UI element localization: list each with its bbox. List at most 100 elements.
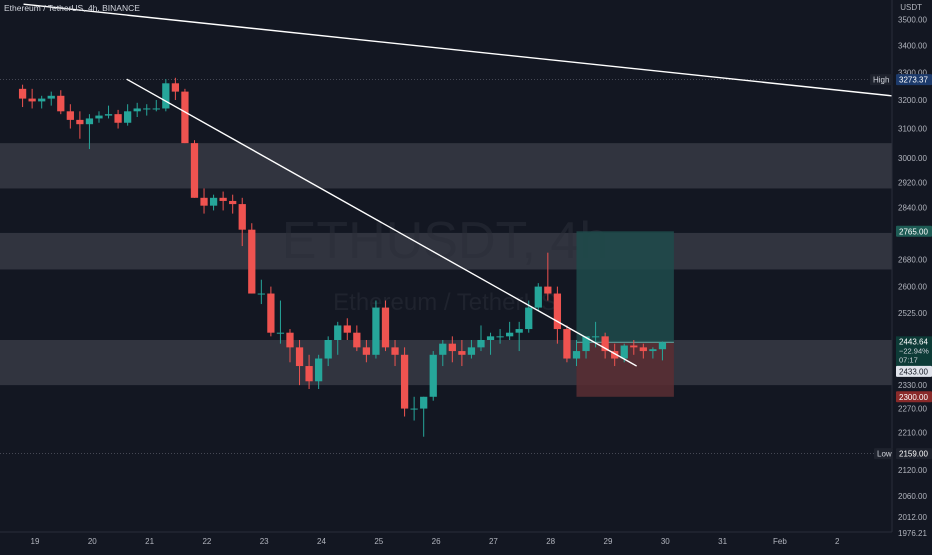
time-tick-label: 23 xyxy=(260,537,269,546)
price-unit: USDT xyxy=(900,3,922,12)
candle xyxy=(334,321,342,355)
high-tag: High xyxy=(873,76,889,85)
price-tick-label: 3500.00 xyxy=(898,15,927,24)
candle xyxy=(47,91,55,106)
price-tick-label: 3200.00 xyxy=(898,96,927,105)
high-value: 3273.37 xyxy=(899,76,928,85)
trendlines-layer[interactable] xyxy=(23,3,892,367)
candle xyxy=(133,102,141,118)
low-tag-bg xyxy=(874,448,893,460)
candle-body xyxy=(38,98,46,102)
candle-body xyxy=(525,307,533,330)
stop-value-bg xyxy=(896,391,932,403)
time-tick-label: 28 xyxy=(546,537,555,546)
time-tick-label: 25 xyxy=(374,537,383,546)
price-tick-label: 2210.00 xyxy=(898,429,927,438)
candle xyxy=(66,104,74,129)
candle-body xyxy=(534,286,542,308)
candle-body xyxy=(563,329,571,359)
time-tick-label: 26 xyxy=(432,537,441,546)
candle-body xyxy=(496,336,504,338)
price-tick-label: 2680.00 xyxy=(898,255,927,264)
candle xyxy=(171,77,180,100)
candle-body xyxy=(18,88,27,99)
candle xyxy=(372,300,380,359)
zones-layer xyxy=(0,143,892,386)
candle-body xyxy=(171,83,180,92)
supply-demand-zone xyxy=(0,143,892,189)
candle-body xyxy=(209,197,218,206)
time-tick-label: 27 xyxy=(489,537,498,546)
candle-body xyxy=(295,347,304,367)
candle xyxy=(200,188,208,214)
candle-body xyxy=(448,343,456,352)
candle xyxy=(544,252,552,301)
price-tick-label: 2920.00 xyxy=(898,178,927,187)
candle xyxy=(209,194,218,211)
time-tick-label: 30 xyxy=(661,537,670,546)
time-axis[interactable]: 19 20 21 22 23 24 25 26 27 28 29 30 31 Feb 2 xyxy=(0,531,892,550)
candle-body xyxy=(391,347,399,355)
candle-body xyxy=(486,336,495,340)
target-value: 2765.00 xyxy=(899,227,928,236)
low-tag: Low xyxy=(877,450,892,459)
candle xyxy=(38,95,46,109)
candle xyxy=(28,88,36,109)
high-tag-bg xyxy=(870,74,893,86)
position-layer[interactable] xyxy=(576,231,674,397)
candle-body xyxy=(601,336,609,352)
candle xyxy=(362,340,371,363)
candle xyxy=(248,223,256,294)
candle-body xyxy=(85,118,94,125)
candle-body xyxy=(124,111,132,123)
price-tick-label: 2120.00 xyxy=(898,466,927,475)
candle-body xyxy=(362,347,371,355)
time-tick-label: 2 xyxy=(835,537,840,546)
candle xyxy=(143,104,151,116)
candle-body xyxy=(353,332,361,348)
candle xyxy=(286,329,294,363)
candle xyxy=(305,354,313,389)
candle-body xyxy=(381,307,390,348)
candle-body xyxy=(591,336,600,338)
price-tick-label: 2840.00 xyxy=(898,203,927,212)
price-tick-label: 3300.00 xyxy=(898,68,927,77)
candle-body xyxy=(181,91,189,144)
current-price: 2443.64 xyxy=(899,337,928,346)
candle-body xyxy=(372,307,380,355)
candle xyxy=(152,100,160,112)
time-tick-label: 31 xyxy=(718,537,727,546)
time-tick-label: 19 xyxy=(31,537,40,546)
candle-body xyxy=(324,340,332,359)
candle-body xyxy=(515,329,523,333)
candle xyxy=(439,340,447,367)
watermark: ETHUSDT, 4h Ethereum / TetherUS xyxy=(282,212,609,316)
candle-body xyxy=(400,354,409,409)
candle xyxy=(563,325,571,363)
candle-body xyxy=(458,351,466,355)
candle xyxy=(467,340,476,359)
candle xyxy=(400,347,409,417)
candle-body xyxy=(334,325,342,340)
candle-body xyxy=(611,351,619,359)
candle-body xyxy=(343,325,351,333)
trendline xyxy=(126,78,637,367)
price-tick-label: 2060.00 xyxy=(898,492,927,501)
candle xyxy=(448,336,456,363)
candle xyxy=(353,325,361,352)
candle xyxy=(238,197,246,247)
candle xyxy=(410,396,418,421)
price-tick-label: 3400.00 xyxy=(898,42,927,51)
candle-body xyxy=(229,200,237,205)
candle xyxy=(257,279,265,305)
candle xyxy=(458,340,466,367)
candle-body xyxy=(190,143,199,198)
candle xyxy=(630,340,638,355)
candle xyxy=(219,191,227,211)
candle xyxy=(181,88,189,144)
current-change: −22.94% xyxy=(899,346,929,355)
price-tick-label: 2270.00 xyxy=(898,405,927,414)
candle xyxy=(506,321,514,340)
